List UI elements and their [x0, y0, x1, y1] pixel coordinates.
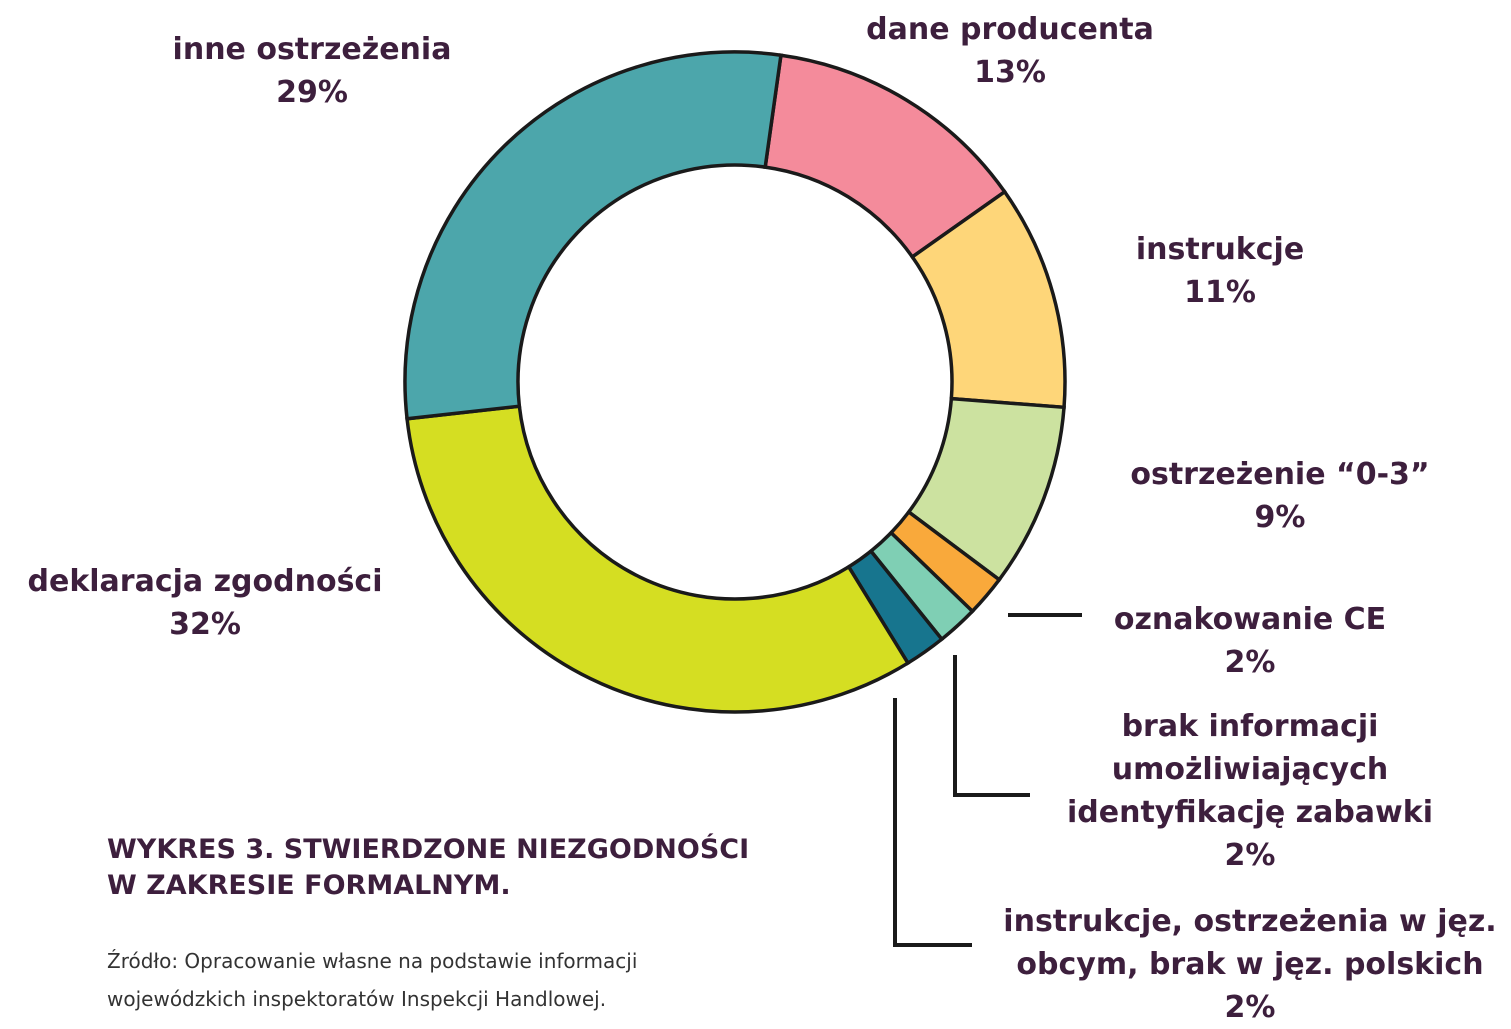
value-label: 32%: [169, 607, 241, 642]
data-label: instrukcje 11%: [1136, 228, 1304, 314]
category-label: deklaracja zgodności: [27, 564, 383, 599]
value-label: 11%: [1184, 275, 1256, 310]
value-label: 29%: [276, 75, 348, 110]
data-label: dane producenta 13%: [866, 8, 1154, 94]
category-label: ostrzeżenie “0-3”: [1130, 457, 1430, 492]
leader-line: [953, 655, 1030, 797]
value-label: 2%: [1224, 838, 1276, 873]
value-label: 2%: [1224, 645, 1276, 680]
data-label: deklaracja zgodności 32%: [27, 560, 382, 646]
chart-title: WYKRES 3. STWIERDZONE NIEZGODNOŚCI W ZAK…: [107, 834, 750, 901]
category-label: oznakowanie CE: [1113, 602, 1387, 637]
value-label: 2%: [1224, 990, 1276, 1025]
leader-line: [893, 698, 972, 947]
donut: [403, 50, 1067, 714]
data-label: brak informacji umożliwiających identyfi…: [1067, 705, 1433, 877]
donut-segment: [405, 404, 911, 714]
data-label: ostrzeżenie “0-3” 9%: [1130, 453, 1429, 539]
value-label: 13%: [974, 55, 1046, 90]
data-label: oznakowanie CE 2%: [1114, 598, 1386, 684]
category-label: dane producenta: [866, 12, 1154, 47]
category-label: brak informacji umożliwiających identyfi…: [1066, 709, 1434, 830]
category-label: instrukcje, ostrzeżenia w jęz. obcym, br…: [1003, 904, 1497, 982]
data-label: inne ostrzeżenia 29%: [173, 28, 452, 114]
category-label: instrukcje: [1135, 232, 1305, 267]
category-label: inne ostrzeżenia: [172, 32, 452, 67]
donut-segment: [403, 50, 783, 421]
value-label: 9%: [1254, 500, 1306, 535]
source: Źródło: Opracowanie własne na podstawie …: [107, 949, 638, 1011]
data-label: instrukcje, ostrzeżenia w jęz. obcym, br…: [1003, 900, 1496, 1029]
